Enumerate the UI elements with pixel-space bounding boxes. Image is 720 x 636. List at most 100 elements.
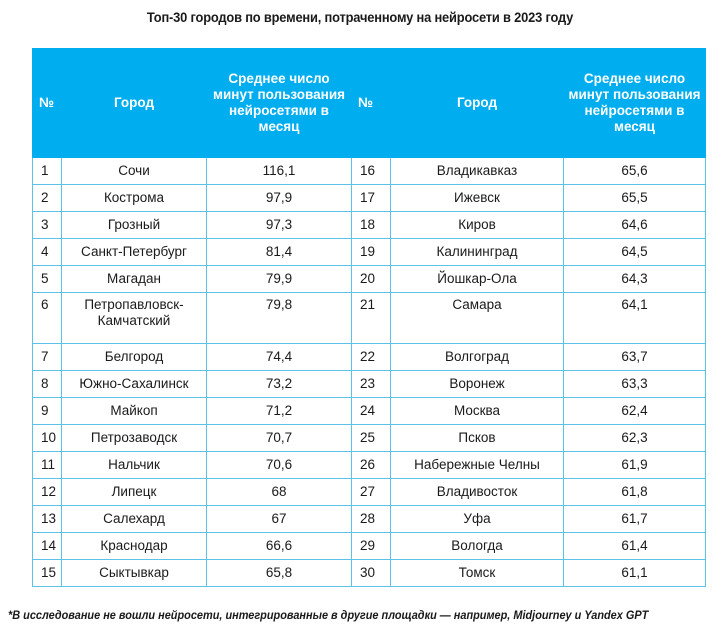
rank-cell: 5 — [32, 265, 62, 293]
minutes-cell: 61,9 — [563, 451, 706, 479]
minutes-cell: 70,7 — [206, 424, 352, 452]
minutes-cell: 61,7 — [563, 505, 706, 533]
rank-cell: 22 — [351, 343, 391, 371]
rank-cell: 14 — [32, 532, 62, 560]
city-cell: Вологда — [390, 532, 564, 560]
minutes-cell: 61,4 — [563, 532, 706, 560]
rank-cell: 25 — [351, 424, 391, 452]
city-cell: Набережные Челны — [390, 451, 564, 479]
city-cell: Грозный — [61, 211, 207, 239]
rank-cell: 7 — [32, 343, 62, 371]
rank-cell: 3 — [32, 211, 62, 239]
minutes-cell: 73,2 — [206, 370, 352, 398]
rank-cell: 29 — [351, 532, 391, 560]
minutes-cell: 64,1 — [563, 292, 706, 344]
city-cell: Владивосток — [390, 478, 564, 506]
table-row: 2 Кострома 97,9 17 Ижевск 65,5 — [32, 184, 706, 212]
city-cell: Уфа — [390, 505, 564, 533]
city-cell: Белгород — [61, 343, 207, 371]
minutes-cell: 71,2 — [206, 397, 352, 425]
rank-cell: 27 — [351, 478, 391, 506]
city-cell: Салехард — [61, 505, 207, 533]
rank-cell: 26 — [351, 451, 391, 479]
rank-cell: 2 — [32, 184, 62, 212]
city-cell: Краснодар — [61, 532, 207, 560]
minutes-cell: 61,8 — [563, 478, 706, 506]
minutes-cell: 81,4 — [206, 238, 352, 266]
minutes-cell: 79,8 — [206, 292, 352, 344]
rank-cell: 16 — [351, 156, 391, 185]
header-rank: № — [32, 48, 62, 158]
minutes-cell: 64,5 — [563, 238, 706, 266]
minutes-cell: 64,6 — [563, 211, 706, 239]
table-row: 9 Майкоп 71,2 24 Москва 62,4 — [32, 397, 706, 425]
rank-cell: 20 — [351, 265, 391, 293]
minutes-cell: 74,4 — [206, 343, 352, 371]
city-cell: Псков — [390, 424, 564, 452]
rank-cell: 10 — [32, 424, 62, 452]
minutes-cell: 97,3 — [206, 211, 352, 239]
city-cell: Калининград — [390, 238, 564, 266]
table-row: 13 Салехард 67 28 Уфа 61,7 — [32, 505, 706, 533]
table-header-row: № Город Среднее число минут пользования … — [32, 48, 706, 158]
table-row: 1 Сочи 116,1 16 Владикавказ 65,6 — [32, 156, 706, 185]
minutes-cell: 66,6 — [206, 532, 352, 560]
rank-cell: 6 — [32, 292, 62, 344]
rank-cell: 19 — [351, 238, 391, 266]
city-cell: Сыктывкар — [61, 559, 207, 587]
page-title: Топ-30 городов по времени, потраченному … — [146, 9, 574, 25]
table-row: 8 Южно-Сахалинск 73,2 23 Воронеж 63,3 — [32, 370, 706, 398]
rank-cell: 15 — [32, 559, 62, 587]
rank-cell: 17 — [351, 184, 391, 212]
minutes-cell: 67 — [206, 505, 352, 533]
rank-cell: 21 — [351, 292, 391, 344]
city-cell: Киров — [390, 211, 564, 239]
header-minutes-2: Среднее число минут пользования нейросет… — [563, 48, 706, 158]
minutes-cell: 63,7 — [563, 343, 706, 371]
city-cell: Самара — [390, 292, 564, 344]
city-cell: Йошкар-Ола — [390, 265, 564, 293]
minutes-cell: 65,5 — [563, 184, 706, 212]
header-minutes: Среднее число минут пользования нейросет… — [206, 48, 352, 158]
minutes-cell: 61,1 — [563, 559, 706, 587]
city-cell: Воронеж — [390, 370, 564, 398]
header-rank-2: № — [351, 48, 391, 158]
city-cell: Томск — [390, 559, 564, 587]
minutes-cell: 97,9 — [206, 184, 352, 212]
city-cell: Сочи — [61, 156, 207, 185]
rank-cell: 30 — [351, 559, 391, 587]
minutes-cell: 68 — [206, 478, 352, 506]
rank-cell: 8 — [32, 370, 62, 398]
minutes-cell: 70,6 — [206, 451, 352, 479]
table-row: 12 Липецк 68 27 Владивосток 61,8 — [32, 478, 706, 506]
rank-cell: 4 — [32, 238, 62, 266]
city-cell: Петропавловск-Камчатский — [61, 292, 207, 344]
city-cell: Москва — [390, 397, 564, 425]
city-cell: Ижевск — [390, 184, 564, 212]
table-row: 6 Петропавловск-Камчатский 79,8 21 Самара 64,… — [32, 292, 706, 344]
rank-cell: 11 — [32, 451, 62, 479]
city-cell: Владикавказ — [390, 156, 564, 185]
minutes-cell: 116,1 — [206, 156, 352, 185]
minutes-cell: 62,4 — [563, 397, 706, 425]
city-cell: Санкт-Петербург — [61, 238, 207, 266]
minutes-cell: 79,9 — [206, 265, 352, 293]
minutes-cell: 64,3 — [563, 265, 706, 293]
footnote: *В исследование не вошли нейросети, инте… — [8, 610, 649, 622]
rank-cell: 23 — [351, 370, 391, 398]
header-city: Город — [61, 48, 207, 158]
city-cell: Магадан — [61, 265, 207, 293]
table-row: 11 Нальчик 70,6 26 Набережные Челны 61,9 — [32, 451, 706, 479]
rank-cell: 9 — [32, 397, 62, 425]
table-row: 14 Краснодар 66,6 29 Вологда 61,4 — [32, 532, 706, 560]
minutes-cell: 65,8 — [206, 559, 352, 587]
table-row: 5 Магадан 79,9 20 Йошкар-Ола 64,3 — [32, 265, 706, 293]
city-cell: Липецк — [61, 478, 207, 506]
city-cell: Южно-Сахалинск — [61, 370, 207, 398]
city-cell: Нальчик — [61, 451, 207, 479]
table-row: 15 Сыктывкар 65,8 30 Томск 61,1 — [32, 559, 706, 587]
table-row: 3 Грозный 97,3 18 Киров 64,6 — [32, 211, 706, 239]
city-cell: Майкоп — [61, 397, 207, 425]
rank-cell: 24 — [351, 397, 391, 425]
header-city-2: Город — [390, 48, 564, 158]
